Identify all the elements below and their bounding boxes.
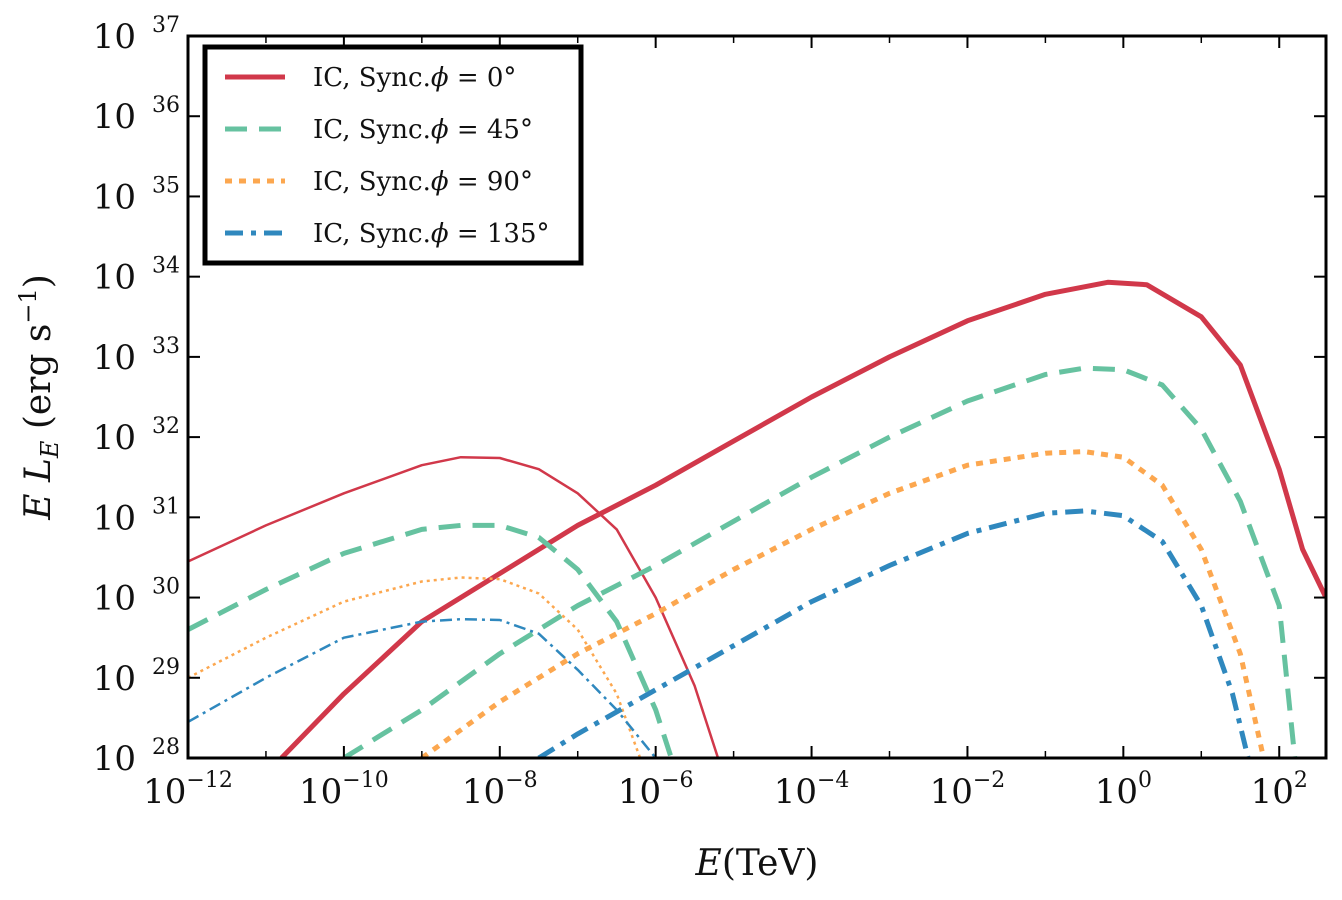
y-tick-label: 10 32 [93,414,180,458]
y-tick-label: 10 30 [93,575,180,619]
series-line-ic-phi-45 [342,365,1298,758]
y-tick-label: 10 29 [93,655,180,699]
plot-frame [186,34,1328,760]
svg-text:E(TeV): E(TeV) [695,843,819,884]
curves-layer [188,279,1326,758]
y-tick-label: 10 33 [93,334,180,378]
y-tick-label: 10 37 [93,13,180,57]
legend-label: IC, Sync.ϕ = 135° [313,219,550,249]
x-tick-label: 10−8 [462,768,538,812]
y-tick-label: 10 36 [93,93,180,137]
x-tick-label: 100 [1095,768,1152,812]
legend-label: IC, Sync.ϕ = 45° [313,115,533,145]
legend-box [202,44,584,266]
series-line-ic-phi-0 [279,279,1326,758]
series-line-sync-phi-45 [188,522,674,758]
x-tick-label: 10−4 [774,768,850,812]
legend: IC, Sync.ϕ = 0° IC, Sync.ϕ = 45° IC, Sync.… [202,44,584,266]
x-axis-title: E(TeV) [695,843,819,884]
series-line-sync-phi-90 [188,576,642,758]
y-tick-label: 10 31 [93,494,180,538]
legend-label: IC, Sync.ϕ = 90° [313,167,533,197]
y-tick-label: 10 35 [93,173,180,217]
y-axis-title: E LE (erg s−1) [14,274,64,521]
x-tick-label: 102 [1251,768,1308,812]
legend-label: IC, Sync.ϕ = 0° [313,63,516,93]
x-tick-label: 10−2 [930,768,1006,812]
y-tick-label: 10 28 [93,735,180,779]
series-line-sync-phi-0 [188,455,720,758]
y-tick-label: 10 34 [93,254,180,298]
x-tick-label: 10−12 [143,768,233,812]
x-tick-label: 10−10 [299,768,389,812]
x-tick-label: 10−6 [618,768,694,812]
series-line-ic-phi-135 [537,508,1251,758]
series-line-ic-phi-90 [420,449,1267,758]
svg-text:E LE (erg s−1): E LE (erg s−1) [14,274,64,521]
series-line-sync-phi-135 [188,617,657,758]
